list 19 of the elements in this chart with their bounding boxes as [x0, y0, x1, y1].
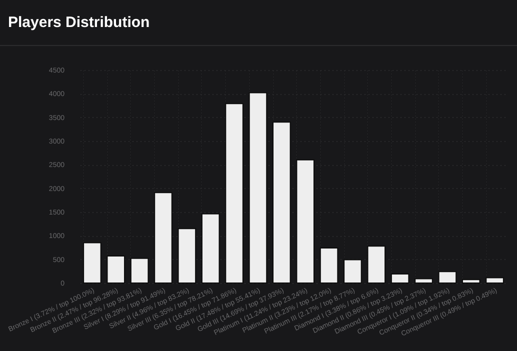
bar — [390, 274, 410, 284]
bar — [486, 277, 504, 284]
chart-title: Players Distribution — [0, 0, 517, 46]
bar — [130, 258, 149, 284]
bar — [414, 278, 433, 284]
bar — [225, 103, 244, 284]
bar — [201, 213, 220, 284]
bar — [296, 159, 314, 284]
bar — [178, 228, 196, 284]
bar — [367, 246, 386, 284]
bar — [106, 256, 126, 284]
bar — [154, 192, 172, 284]
bar — [344, 259, 362, 284]
bar — [248, 92, 268, 284]
bar — [272, 122, 291, 284]
bar — [83, 242, 102, 284]
bar — [320, 247, 338, 284]
bar — [462, 279, 480, 284]
bar — [438, 271, 457, 284]
